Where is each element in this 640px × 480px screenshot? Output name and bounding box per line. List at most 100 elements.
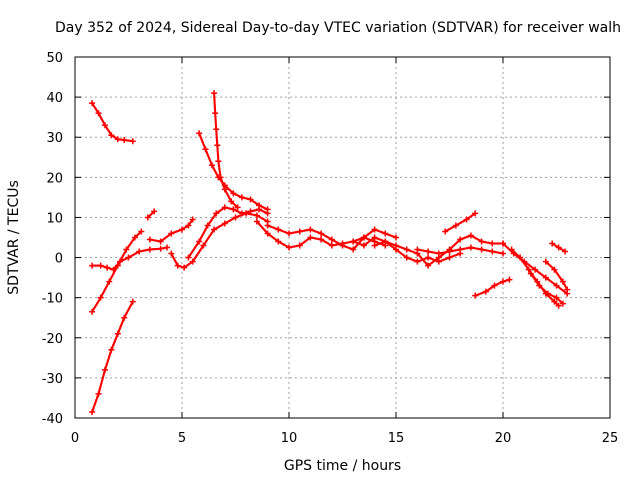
plot-frame <box>74 56 611 419</box>
data-point <box>89 308 96 315</box>
data-point <box>489 240 496 247</box>
data-point <box>307 234 314 241</box>
data-point <box>164 244 171 251</box>
series-markers <box>148 218 194 243</box>
data-point <box>472 210 479 217</box>
y-tick-label: 10 <box>46 211 63 226</box>
data-point <box>253 218 260 225</box>
data-point <box>551 298 558 305</box>
data-point <box>89 262 96 269</box>
data-point <box>536 282 543 289</box>
series-markers <box>91 246 169 271</box>
data-point <box>131 234 138 241</box>
series-markers <box>91 230 143 313</box>
data-point <box>101 122 108 129</box>
data-point <box>414 246 421 253</box>
data-point <box>382 230 389 237</box>
data-point <box>138 228 145 235</box>
series-markers <box>170 212 269 269</box>
data-point <box>435 250 442 257</box>
x-tick-label: 5 <box>178 431 186 446</box>
data-point <box>214 142 221 149</box>
y-tick-label: 30 <box>46 131 63 146</box>
data-point <box>508 246 515 253</box>
data-point <box>217 174 224 181</box>
data-point <box>185 222 192 229</box>
data-point <box>232 214 239 221</box>
data-point <box>202 146 209 153</box>
data-point <box>544 290 551 297</box>
data-point <box>230 206 237 213</box>
data-point <box>221 220 228 227</box>
data-point <box>215 158 222 165</box>
data-point <box>108 132 115 139</box>
series-arc-b <box>89 298 136 415</box>
series-arc-j <box>185 204 271 261</box>
data-point <box>189 258 196 265</box>
series-line <box>198 132 269 211</box>
data-point <box>189 216 196 223</box>
data-point <box>146 236 153 243</box>
data-point <box>179 226 185 233</box>
y-tick-label: -30 <box>42 372 63 387</box>
data-point <box>275 238 282 245</box>
data-point <box>121 314 128 321</box>
data-point <box>307 226 314 233</box>
series-arc-a <box>89 100 136 145</box>
data-point <box>491 282 498 289</box>
data-point <box>221 204 228 211</box>
data-point <box>478 238 485 245</box>
x-axis-label: GPS time / hours <box>284 458 401 474</box>
data-point <box>89 408 96 415</box>
data-point <box>114 330 121 337</box>
series-line <box>170 212 269 269</box>
data-point <box>230 190 237 197</box>
data-point <box>425 254 432 261</box>
data-point <box>553 282 560 289</box>
chart-title: Day 352 of 2024, Sidereal Day-to-day VTE… <box>55 20 621 36</box>
data-point <box>151 208 158 215</box>
data-point <box>527 270 534 277</box>
data-point <box>234 204 241 211</box>
data-point <box>457 246 464 253</box>
series-markers <box>146 210 156 219</box>
data-point <box>211 226 218 233</box>
data-point <box>228 198 235 205</box>
x-tick-label: 10 <box>281 431 298 446</box>
series-arc-q <box>472 276 513 299</box>
data-point <box>555 302 562 309</box>
series-arc-c <box>89 228 145 315</box>
series-arc-d <box>89 244 171 273</box>
axis-ticks: 0 5 10 15 20 25 -40 -30 -20 -10 0 10 20 30 40 50 <box>42 51 619 446</box>
data-point <box>247 208 254 215</box>
data-point <box>463 216 470 223</box>
data-point <box>482 288 489 295</box>
data-point <box>213 210 220 217</box>
data-point <box>185 254 192 261</box>
x-tick-label: 25 <box>602 431 619 446</box>
data-point <box>562 248 569 255</box>
data-point <box>446 254 453 261</box>
data-point <box>208 162 215 169</box>
data-point <box>200 242 207 249</box>
data-point <box>425 262 432 269</box>
data-point <box>559 300 566 307</box>
data-point <box>275 226 282 233</box>
data-point <box>467 232 474 239</box>
data-point <box>339 242 346 249</box>
series-arc-v <box>549 240 569 255</box>
data-point <box>108 346 115 353</box>
data-point <box>196 238 203 245</box>
data-point <box>467 244 474 251</box>
y-tick-label: -10 <box>42 292 63 307</box>
data-point <box>121 137 128 144</box>
y-tick-label: 20 <box>46 171 63 186</box>
data-point <box>393 234 399 241</box>
data-point <box>114 136 121 143</box>
series-arc-e <box>144 208 158 221</box>
data-point <box>446 248 453 255</box>
data-point <box>264 222 271 229</box>
series-markers <box>213 92 239 209</box>
data-point <box>211 90 218 97</box>
data-point <box>157 245 164 252</box>
